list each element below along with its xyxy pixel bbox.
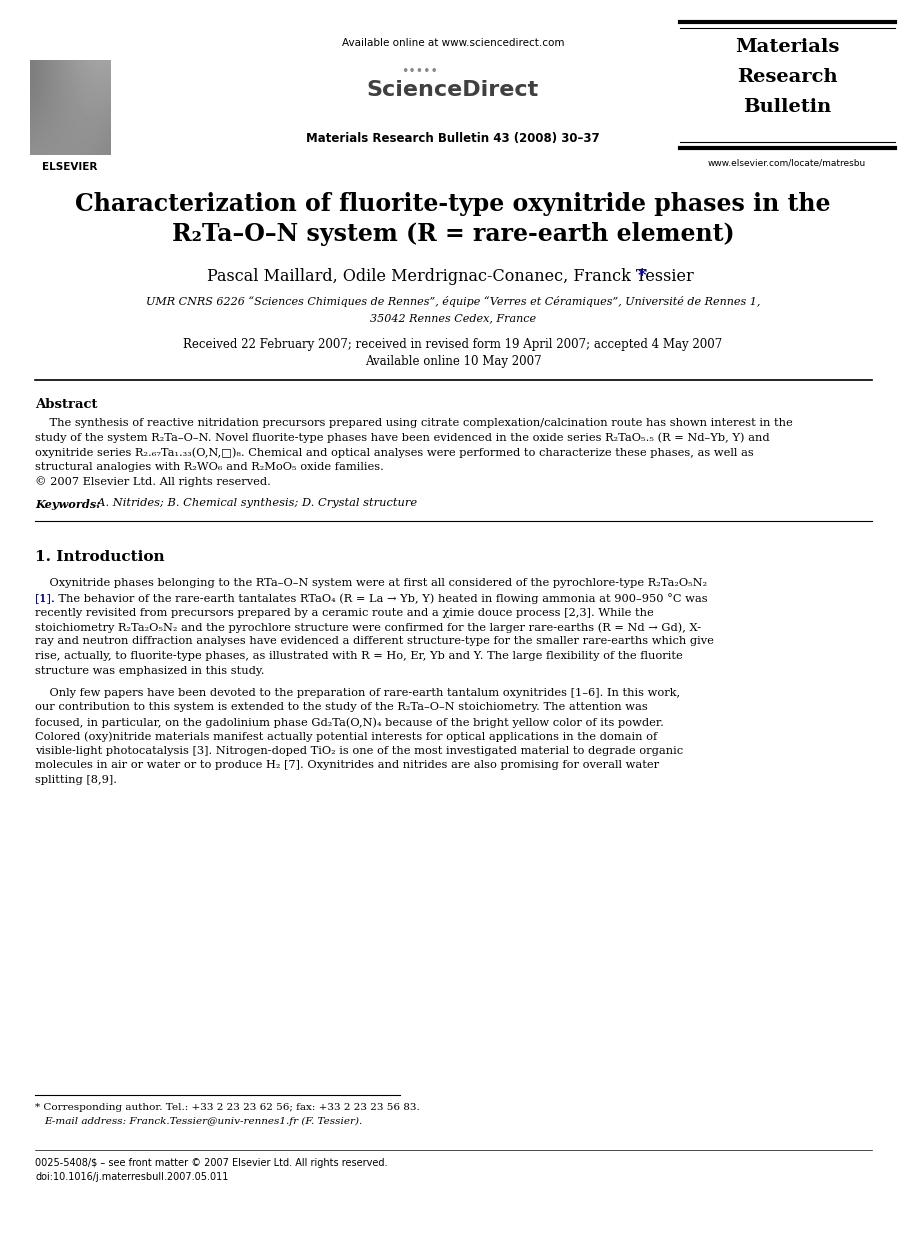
Text: stoichiometry R₂Ta₂O₅N₂ and the pyrochlore structure were confirmed for the larg: stoichiometry R₂Ta₂O₅N₂ and the pyrochlo… (35, 621, 701, 633)
Text: [1]. The behavior of the rare-earth tantalates RTaO₄ (R = La → Yb, Y) heated in : [1]. The behavior of the rare-earth tant… (35, 593, 707, 604)
Text: Only few papers have been devoted to the preparation of rare-earth tantalum oxyn: Only few papers have been devoted to the… (35, 688, 680, 698)
Text: Characterization of fluorite-type oxynitride phases in the: Characterization of fluorite-type oxynit… (75, 192, 831, 215)
Text: © 2007 Elsevier Ltd. All rights reserved.: © 2007 Elsevier Ltd. All rights reserved… (35, 475, 271, 487)
Text: E-mail address: Franck.Tessier@univ-rennes1.fr (F. Tessier).: E-mail address: Franck.Tessier@univ-renn… (44, 1117, 362, 1127)
Text: Available online at www.sciencedirect.com: Available online at www.sciencedirect.co… (342, 38, 564, 48)
Text: A. Nitrides; B. Chemical synthesis; D. Crystal structure: A. Nitrides; B. Chemical synthesis; D. C… (90, 499, 417, 509)
Text: oxynitride series R₂.₆₇Ta₁.₃₃(O,N,□)₈. Chemical and optical analyses were perfor: oxynitride series R₂.₆₇Ta₁.₃₃(O,N,□)₈. C… (35, 447, 754, 458)
Text: ScienceDirect: ScienceDirect (366, 80, 539, 100)
Text: Research: Research (736, 68, 837, 85)
Text: splitting [8,9].: splitting [8,9]. (35, 775, 117, 785)
Text: Abstract: Abstract (35, 397, 97, 411)
Text: doi:10.1016/j.materresbull.2007.05.011: doi:10.1016/j.materresbull.2007.05.011 (35, 1172, 229, 1182)
Text: Materials Research Bulletin 43 (2008) 30–37: Materials Research Bulletin 43 (2008) 30… (307, 132, 600, 145)
Text: ELSEVIER: ELSEVIER (43, 162, 98, 172)
Text: structural analogies with R₂WO₆ and R₂MoO₅ oxide families.: structural analogies with R₂WO₆ and R₂Mo… (35, 462, 384, 472)
Text: molecules in air or water or to produce H₂ [7]. Oxynitrides and nitrides are als: molecules in air or water or to produce … (35, 760, 659, 770)
Text: Bulletin: Bulletin (743, 98, 831, 116)
Text: 35042 Rennes Cedex, France: 35042 Rennes Cedex, France (370, 313, 536, 323)
Text: recently revisited from precursors prepared by a ceramic route and a χimie douce: recently revisited from precursors prepa… (35, 608, 654, 618)
Text: * Corresponding author. Tel.: +33 2 23 23 62 56; fax: +33 2 23 23 56 83.: * Corresponding author. Tel.: +33 2 23 2… (35, 1103, 420, 1112)
Text: 1. Introduction: 1. Introduction (35, 551, 165, 565)
Text: Materials: Materials (735, 38, 839, 56)
Text: Pascal Maillard, Odile Merdrignac-Conanec, Franck Tessier: Pascal Maillard, Odile Merdrignac-Conane… (207, 267, 699, 285)
Text: Colored (oxy)nitride materials manifest actually potential interests for optical: Colored (oxy)nitride materials manifest … (35, 732, 658, 742)
Text: *: * (638, 267, 647, 284)
Text: structure was emphasized in this study.: structure was emphasized in this study. (35, 666, 265, 676)
Text: Keywords:: Keywords: (35, 499, 101, 510)
Text: www.elsevier.com/locate/matresbu: www.elsevier.com/locate/matresbu (707, 158, 866, 167)
Text: study of the system R₂Ta–O–N. Novel fluorite-type phases have been evidenced in : study of the system R₂Ta–O–N. Novel fluo… (35, 432, 770, 443)
Text: our contribution to this system is extended to the study of the R₂Ta–O–N stoichi: our contribution to this system is exten… (35, 702, 648, 713)
Text: focused, in particular, on the gadolinium phase Gd₂Ta(O,N)₄ because of the brigh: focused, in particular, on the gadoliniu… (35, 717, 664, 728)
Text: The synthesis of reactive nitridation precursors prepared using citrate complexa: The synthesis of reactive nitridation pr… (35, 418, 793, 428)
Text: rise, actually, to fluorite-type phases, as illustrated with R = Ho, Er, Yb and : rise, actually, to fluorite-type phases,… (35, 651, 683, 661)
Text: UMR CNRS 6226 “Sciences Chimiques de Rennes”, équipe “Verres et Céramiques”, Uni: UMR CNRS 6226 “Sciences Chimiques de Ren… (146, 296, 760, 307)
Text: •••••: ••••• (402, 66, 438, 78)
Text: R₂Ta–O–N system (R = rare-earth element): R₂Ta–O–N system (R = rare-earth element) (171, 222, 735, 246)
Text: Oxynitride phases belonging to the RTa–O–N system were at first all considered o: Oxynitride phases belonging to the RTa–O… (35, 578, 707, 588)
Text: ray and neutron diffraction analyses have evidenced a different structure-type f: ray and neutron diffraction analyses hav… (35, 636, 714, 646)
Text: Available online 10 May 2007: Available online 10 May 2007 (365, 355, 541, 368)
Text: Received 22 February 2007; received in revised form 19 April 2007; accepted 4 Ma: Received 22 February 2007; received in r… (183, 338, 723, 352)
Text: 0025-5408/$ – see front matter © 2007 Elsevier Ltd. All rights reserved.: 0025-5408/$ – see front matter © 2007 El… (35, 1158, 387, 1167)
Text: visible-light photocatalysis [3]. Nitrogen-doped TiO₂ is one of the most investi: visible-light photocatalysis [3]. Nitrog… (35, 747, 683, 756)
Text: [1].: [1]. (35, 593, 54, 603)
